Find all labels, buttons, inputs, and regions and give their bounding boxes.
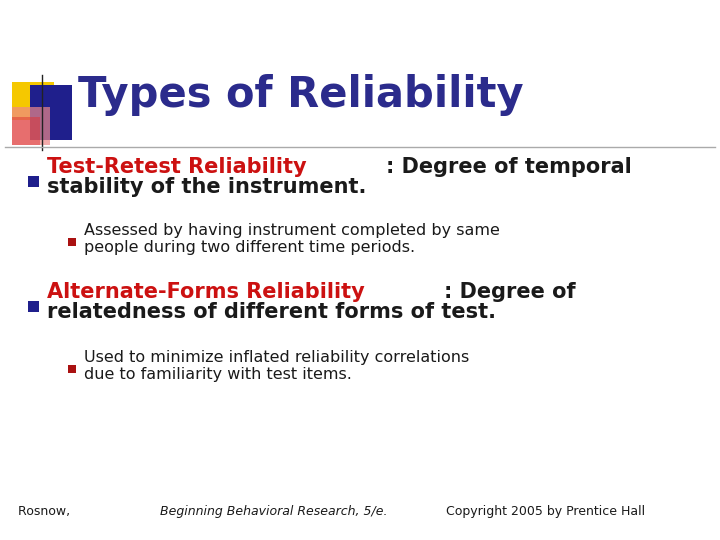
Text: Used to minimize inflated reliability correlations: Used to minimize inflated reliability co…: [84, 350, 469, 365]
Bar: [28, 301, 39, 312]
Bar: [68, 365, 76, 373]
Text: stability of the instrument.: stability of the instrument.: [47, 177, 366, 197]
Text: : Degree of: : Degree of: [444, 282, 576, 302]
Text: Test-Retest Reliability: Test-Retest Reliability: [47, 157, 307, 177]
Text: due to familiarity with test items.: due to familiarity with test items.: [84, 367, 352, 382]
Text: relatedness of different forms of test.: relatedness of different forms of test.: [47, 302, 496, 322]
Text: Types of Reliability: Types of Reliability: [78, 74, 523, 116]
Text: Rosnow,: Rosnow,: [18, 505, 74, 518]
Bar: [30, 85, 72, 140]
Text: Copyright 2005 by Prentice Hall: Copyright 2005 by Prentice Hall: [441, 505, 644, 518]
Bar: [28, 176, 39, 187]
Text: people during two different time periods.: people during two different time periods…: [84, 240, 415, 255]
Text: Alternate-Forms Reliability: Alternate-Forms Reliability: [47, 282, 365, 302]
Text: Assessed by having instrument completed by same: Assessed by having instrument completed …: [84, 223, 500, 238]
Bar: [68, 238, 76, 246]
Text: : Degree of temporal: : Degree of temporal: [386, 157, 632, 177]
Bar: [12, 82, 54, 120]
Bar: [12, 107, 50, 145]
Bar: [12, 117, 40, 145]
Text: Beginning Behavioral Research, 5/e.: Beginning Behavioral Research, 5/e.: [160, 505, 387, 518]
